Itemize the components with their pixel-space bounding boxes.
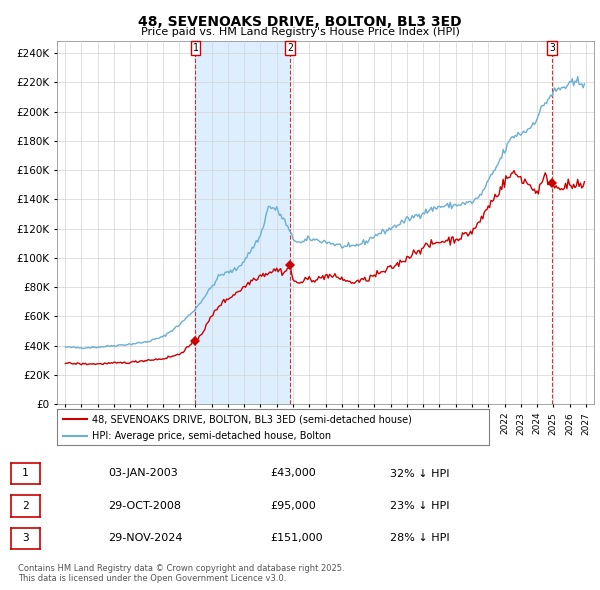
Text: £95,000: £95,000: [270, 501, 316, 511]
Text: 3: 3: [549, 43, 555, 53]
Text: 29-NOV-2024: 29-NOV-2024: [108, 533, 182, 543]
Text: Price paid vs. HM Land Registry's House Price Index (HPI): Price paid vs. HM Land Registry's House …: [140, 27, 460, 37]
Text: £151,000: £151,000: [270, 533, 323, 543]
Bar: [196, 41, 290, 404]
Text: 48, SEVENOAKS DRIVE, BOLTON, BL3 3ED (semi-detached house): 48, SEVENOAKS DRIVE, BOLTON, BL3 3ED (se…: [92, 414, 412, 424]
Text: 29-OCT-2008: 29-OCT-2008: [108, 501, 181, 511]
Text: 3: 3: [22, 533, 29, 543]
Text: 1: 1: [22, 468, 29, 478]
Text: 28% ↓ HPI: 28% ↓ HPI: [390, 533, 449, 543]
Text: £43,000: £43,000: [270, 468, 316, 478]
Text: 32% ↓ HPI: 32% ↓ HPI: [390, 468, 449, 478]
Text: 23% ↓ HPI: 23% ↓ HPI: [390, 501, 449, 511]
Text: 1: 1: [193, 43, 199, 53]
Text: 2: 2: [22, 501, 29, 511]
Text: 03-JAN-2003: 03-JAN-2003: [108, 468, 178, 478]
Bar: [552, 41, 594, 404]
Text: Contains HM Land Registry data © Crown copyright and database right 2025.
This d: Contains HM Land Registry data © Crown c…: [18, 563, 344, 583]
Text: 2: 2: [287, 43, 293, 53]
Text: HPI: Average price, semi-detached house, Bolton: HPI: Average price, semi-detached house,…: [92, 431, 331, 441]
Text: 48, SEVENOAKS DRIVE, BOLTON, BL3 3ED: 48, SEVENOAKS DRIVE, BOLTON, BL3 3ED: [138, 15, 462, 29]
